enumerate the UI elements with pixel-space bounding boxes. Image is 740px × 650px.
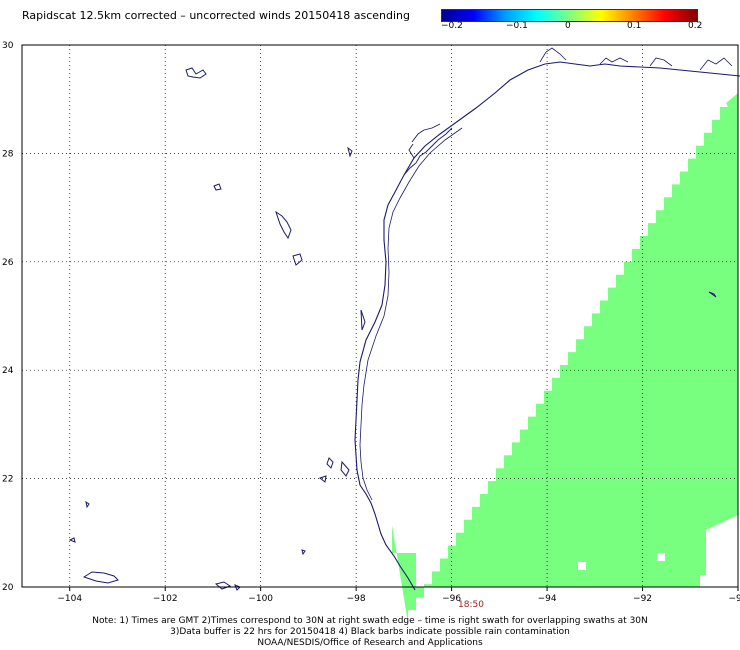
swath-gap [657, 553, 665, 561]
lon-tick-label: −102 [153, 594, 178, 604]
swath-gap [578, 562, 586, 570]
gulf-coastline [354, 61, 740, 591]
colorbar-label: 0.1 [627, 21, 642, 31]
inner-coastline [359, 127, 463, 501]
colorbar-label: 0 [565, 21, 571, 31]
lat-tick-label: 28 [2, 149, 14, 159]
lon-tick-label: −98 [347, 594, 366, 604]
lat-tick-label: 24 [2, 366, 14, 376]
island-outline [82, 571, 119, 584]
lake-outline [360, 309, 366, 331]
lat-tick-label: 20 [2, 583, 14, 593]
lon-tick-label: −96 [442, 594, 461, 604]
island-outline [214, 581, 241, 591]
lat-tick-label: 22 [2, 475, 13, 485]
island-outline [68, 500, 306, 556]
lake-outline [318, 457, 350, 483]
swath-time-label: 18:50 [458, 600, 484, 610]
lon-tick-label: −92 [633, 594, 652, 604]
lake-outline [185, 67, 207, 79]
lon-tick-label: −94 [538, 594, 557, 604]
lat-tick-label: 30 [2, 41, 14, 51]
colorbar-label: −0.2 [441, 21, 463, 31]
swath-area [392, 93, 738, 623]
lake-outline [292, 253, 303, 266]
map-frame [21, 44, 739, 588]
bayou-outline [539, 47, 733, 71]
lake-outline [347, 146, 353, 158]
colorbar-label: 0.2 [688, 21, 703, 31]
wind-swath [392, 93, 738, 623]
island-outline [708, 291, 717, 298]
colorbar [441, 9, 698, 22]
lat-tick-label: 26 [2, 258, 14, 268]
note-line-3: NOAA/NESDIS/Office of Research and Appli… [257, 638, 483, 648]
note-line-2: 3)Data buffer is 22 hrs for 20150418 4) … [170, 627, 570, 637]
bay-outline [403, 123, 453, 176]
lake-outline [275, 210, 292, 240]
lon-tick-label: −90 [729, 594, 740, 604]
map-title: Rapidscat 12.5km corrected – uncorrected… [22, 9, 411, 22]
lat-lon-grid [22, 45, 738, 587]
coastline [68, 47, 740, 591]
lake-outline [213, 183, 222, 191]
colorbar-label: −0.1 [506, 21, 528, 31]
lon-tick-label: −104 [57, 594, 82, 604]
map-axes: −104 −102 −100 −98 −96 −94 −92 −90 20 22 24 26 28 30 1… [2, 41, 740, 610]
lon-tick-label: −100 [248, 594, 273, 604]
note-line-1: Note: 1) Times are GMT 2)Times correspon… [92, 616, 648, 626]
